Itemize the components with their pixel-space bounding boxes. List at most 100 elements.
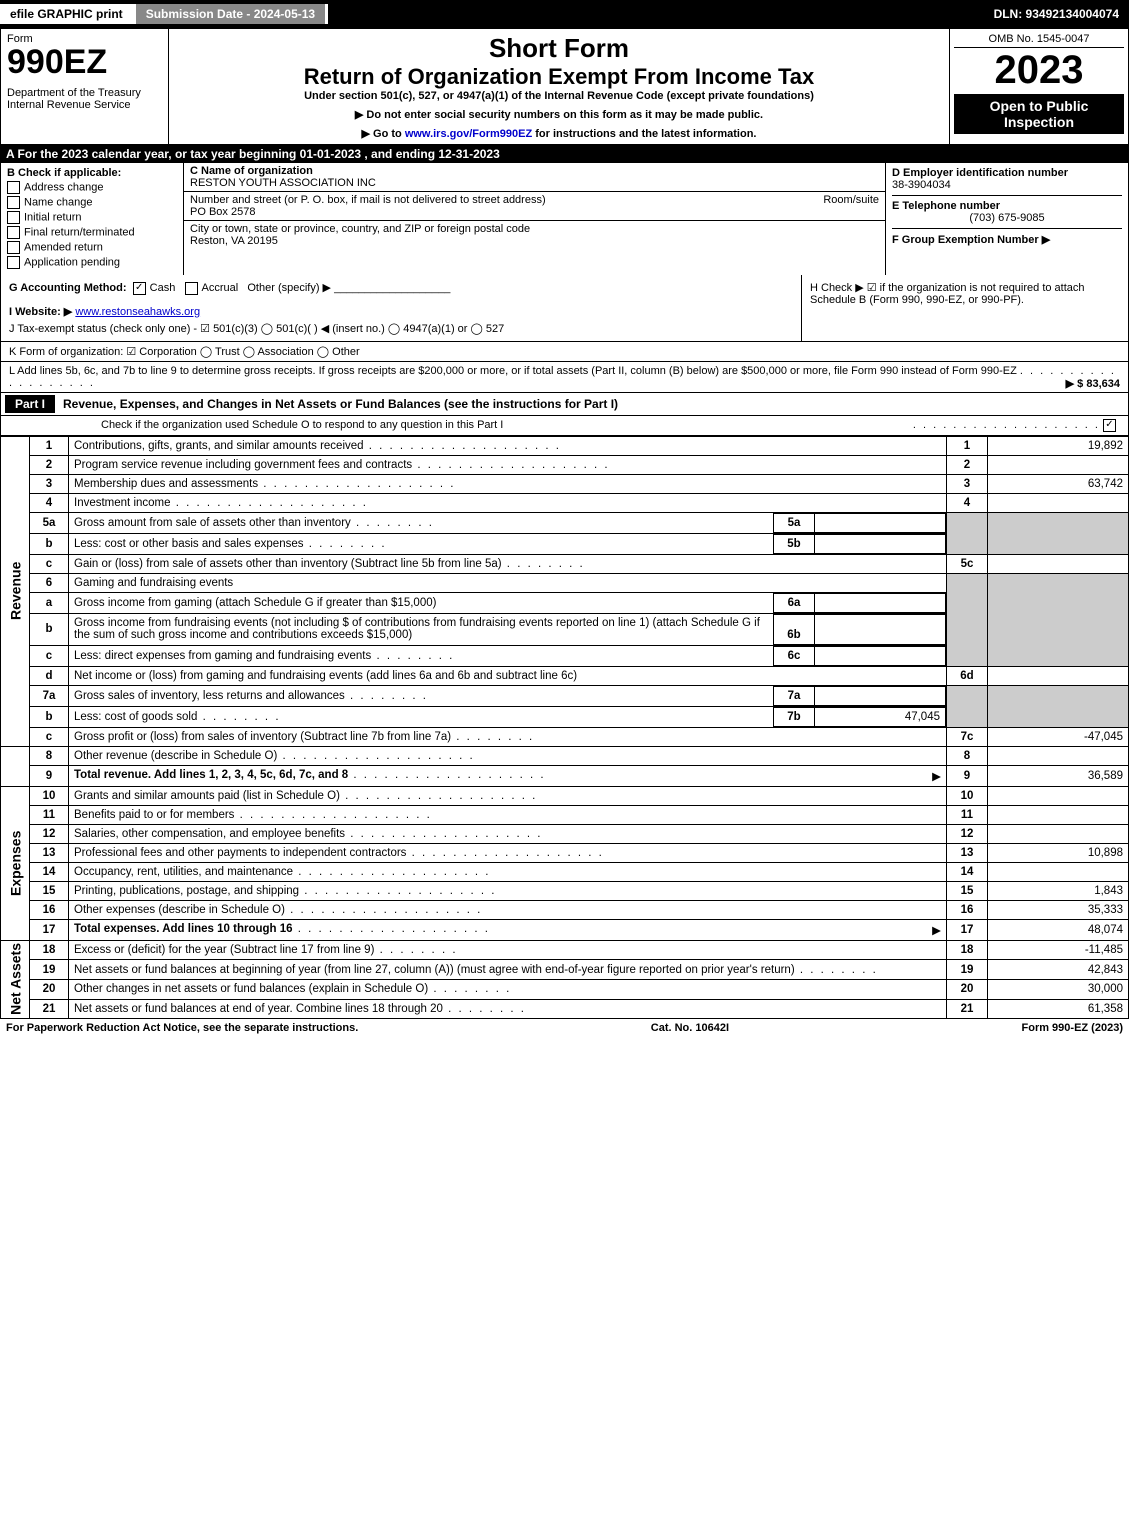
department: Department of the Treasury xyxy=(7,87,162,99)
efile-print[interactable]: efile GRAPHIC print xyxy=(0,4,136,24)
top-bar: efile GRAPHIC print Submission Date - 20… xyxy=(0,0,1129,28)
page-footer: For Paperwork Reduction Act Notice, see … xyxy=(0,1019,1129,1037)
street-label: Number and street (or P. O. box, if mail… xyxy=(190,194,546,206)
part1-label: Part I xyxy=(5,395,55,413)
phone-block: E Telephone number (703) 675-9085 xyxy=(892,195,1122,224)
line7c-amount: -47,045 xyxy=(988,727,1129,746)
line9-amount: 36,589 xyxy=(988,765,1129,786)
form-footer-label: Form 990-EZ (2023) xyxy=(1022,1022,1123,1034)
table-row: 21 Net assets or fund balances at end of… xyxy=(1,999,1129,1019)
irs-link[interactable]: www.irs.gov/Form990EZ xyxy=(405,128,532,140)
line7b-amount: 47,045 xyxy=(815,707,946,726)
line21-amount: 61,358 xyxy=(988,999,1129,1019)
col-b-title: B Check if applicable: xyxy=(7,167,177,179)
short-form-title: Short Form xyxy=(173,33,945,64)
initial-return-check[interactable]: Initial return xyxy=(7,211,177,224)
table-row: 9 Total revenue. Add lines 1, 2, 3, 4, 5… xyxy=(1,765,1129,786)
table-row: 15 Printing, publications, postage, and … xyxy=(1,881,1129,900)
line19-amount: 42,843 xyxy=(988,960,1129,980)
table-row: c Gain or (loss) from sale of assets oth… xyxy=(1,554,1129,573)
line16-amount: 35,333 xyxy=(988,900,1129,919)
ein-label: D Employer identification number xyxy=(892,167,1122,179)
table-row: 14 Occupancy, rent, utilities, and maint… xyxy=(1,862,1129,881)
line20-amount: 30,000 xyxy=(988,980,1129,1000)
submission-date: Submission Date - 2024-05-13 xyxy=(136,4,328,24)
net-assets-side-label: Net Assets xyxy=(1,940,30,1019)
table-row: 5a Gross amount from sale of assets othe… xyxy=(1,512,1129,533)
table-row: 2 Program service revenue including gove… xyxy=(1,455,1129,474)
row-k: K Form of organization: ☑ Corporation ◯ … xyxy=(0,342,1129,362)
table-row: 3 Membership dues and assessments 3 63,7… xyxy=(1,474,1129,493)
table-row: 8 Other revenue (describe in Schedule O)… xyxy=(1,746,1129,765)
application-pending-check[interactable]: Application pending xyxy=(7,256,177,269)
expenses-side-label: Expenses xyxy=(1,786,30,940)
column-c: C Name of organization RESTON YOUTH ASSO… xyxy=(184,163,886,275)
column-d-e-f: D Employer identification number 38-3904… xyxy=(886,163,1128,275)
return-title: Return of Organization Exempt From Incom… xyxy=(173,64,945,90)
revenue-side-label: Revenue xyxy=(1,436,30,746)
table-row: 12 Salaries, other compensation, and emp… xyxy=(1,824,1129,843)
table-row: 7a Gross sales of inventory, less return… xyxy=(1,685,1129,706)
table-row: 6 Gaming and fundraising events xyxy=(1,573,1129,592)
cash-check[interactable] xyxy=(133,282,146,295)
irs-label: Internal Revenue Service xyxy=(7,99,162,111)
schedule-o-check[interactable] xyxy=(1103,419,1116,432)
street-value: PO Box 2578 xyxy=(190,206,255,218)
city-value: Reston, VA 20195 xyxy=(190,235,278,247)
tax-exempt-status: J Tax-exempt status (check only one) - ☑… xyxy=(9,322,793,335)
table-row: Expenses 10 Grants and similar amounts p… xyxy=(1,786,1129,805)
accounting-method: G Accounting Method: Cash Accrual Other … xyxy=(9,281,793,295)
amended-return-check[interactable]: Amended return xyxy=(7,241,177,254)
line13-amount: 10,898 xyxy=(988,843,1129,862)
row-l: L Add lines 5b, 6c, and 7b to line 9 to … xyxy=(0,362,1129,393)
ein-value: 38-3904034 xyxy=(892,179,1122,191)
form-number: 990EZ xyxy=(7,45,162,79)
phone-value: (703) 675-9085 xyxy=(892,212,1122,224)
org-name-label: C Name of organization xyxy=(190,165,313,177)
header-center: Short Form Return of Organization Exempt… xyxy=(169,29,950,144)
line15-amount: 1,843 xyxy=(988,881,1129,900)
part1-check-o: Check if the organization used Schedule … xyxy=(0,416,1129,436)
dln-value: DLN: 93492134004074 xyxy=(984,4,1129,24)
paperwork-notice: For Paperwork Reduction Act Notice, see … xyxy=(6,1022,358,1034)
org-name-cell: C Name of organization RESTON YOUTH ASSO… xyxy=(184,163,885,192)
table-row: 17 Total expenses. Add lines 10 through … xyxy=(1,919,1129,940)
table-row: Net Assets 18 Excess or (deficit) for th… xyxy=(1,940,1129,960)
line17-amount: 48,074 xyxy=(988,919,1129,940)
accrual-check[interactable] xyxy=(185,282,198,295)
table-row: 19 Net assets or fund balances at beginn… xyxy=(1,960,1129,980)
table-row: 16 Other expenses (describe in Schedule … xyxy=(1,900,1129,919)
part1-header: Part I Revenue, Expenses, and Changes in… xyxy=(0,393,1129,416)
table-row: 20 Other changes in net assets or fund b… xyxy=(1,980,1129,1000)
name-change-check[interactable]: Name change xyxy=(7,196,177,209)
tax-year: 2023 xyxy=(954,48,1124,92)
line1-amount: 19,892 xyxy=(988,436,1129,455)
table-row: c Gross profit or (loss) from sales of i… xyxy=(1,727,1129,746)
line18-amount: -11,485 xyxy=(988,940,1129,960)
gross-receipts-amount: ▶ $ 83,634 xyxy=(1066,377,1120,390)
final-return-check[interactable]: Final return/terminated xyxy=(7,226,177,239)
row-g-left: G Accounting Method: Cash Accrual Other … xyxy=(1,275,801,341)
room-label: Room/suite xyxy=(823,194,879,206)
table-row: 4 Investment income 4 xyxy=(1,493,1129,512)
city-label: City or town, state or province, country… xyxy=(190,223,530,235)
address-change-check[interactable]: Address change xyxy=(7,181,177,194)
part1-table: Revenue 1 Contributions, gifts, grants, … xyxy=(0,436,1129,1020)
under-section: Under section 501(c), 527, or 4947(a)(1)… xyxy=(173,90,945,102)
topbar-spacer xyxy=(328,11,983,17)
table-row: d Net income or (loss) from gaming and f… xyxy=(1,666,1129,685)
goto-instruction: ▶ Go to www.irs.gov/Form990EZ for instru… xyxy=(173,127,945,140)
org-name-value: RESTON YOUTH ASSOCIATION INC xyxy=(190,177,376,189)
info-grid: B Check if applicable: Address change Na… xyxy=(0,163,1129,275)
no-ssn-notice: ▶ Do not enter social security numbers o… xyxy=(173,108,945,121)
group-exemption: F Group Exemption Number ▶ xyxy=(892,228,1122,246)
street-cell: Number and street (or P. O. box, if mail… xyxy=(184,192,885,221)
catalog-number: Cat. No. 10642I xyxy=(651,1022,729,1034)
website-link[interactable]: www.restonseahawks.org xyxy=(75,306,200,318)
column-b: B Check if applicable: Address change Na… xyxy=(1,163,184,275)
row-a-calendar-year: A For the 2023 calendar year, or tax yea… xyxy=(0,145,1129,163)
city-cell: City or town, state or province, country… xyxy=(184,221,885,249)
row-g-h: G Accounting Method: Cash Accrual Other … xyxy=(0,275,1129,342)
omb-number: OMB No. 1545-0047 xyxy=(954,33,1124,48)
website-row: I Website: ▶ www.restonseahawks.org xyxy=(9,305,793,318)
